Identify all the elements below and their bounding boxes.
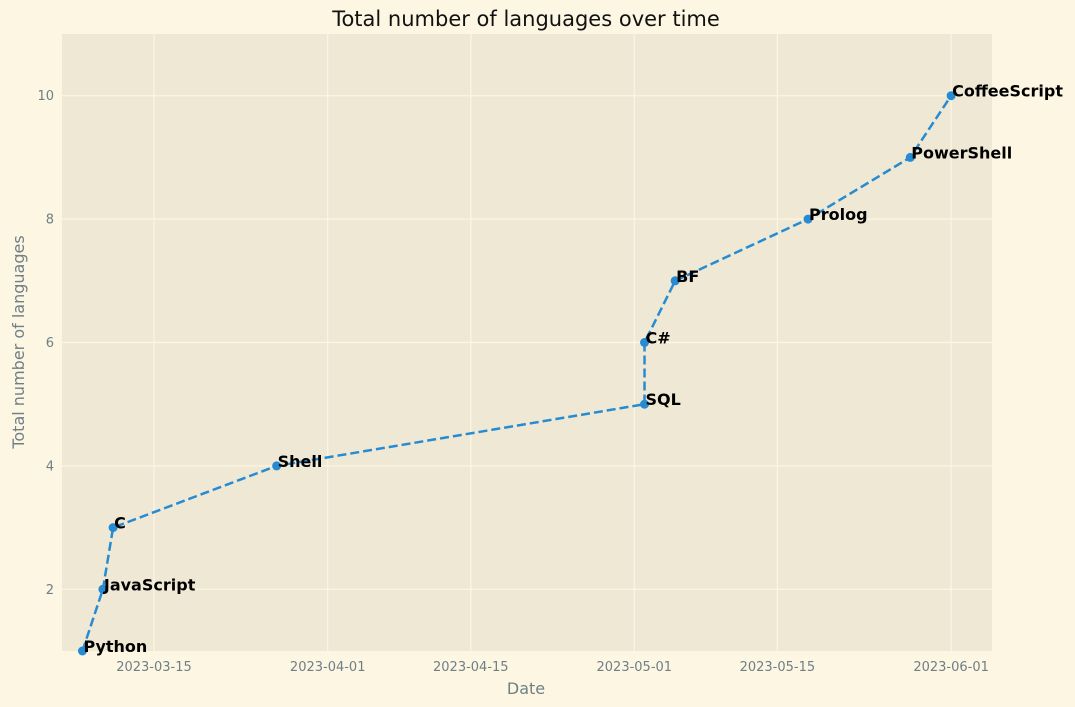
data-point-label: C — [114, 514, 126, 533]
data-point — [905, 152, 915, 162]
data-point — [946, 91, 956, 101]
y-axis-label: Total number of languages — [9, 235, 28, 449]
y-tick-label: 8 — [46, 213, 54, 228]
y-tick-label: 10 — [37, 89, 54, 104]
data-point-label: C# — [646, 329, 671, 348]
data-point — [803, 214, 813, 224]
x-tick-label: 2023-03-15 — [116, 660, 192, 675]
y-tick-label: 6 — [46, 336, 54, 351]
x-tick-label: 2023-06-01 — [913, 660, 989, 675]
data-point — [640, 338, 650, 347]
data-point-label: Python — [83, 637, 147, 656]
data-point — [272, 461, 282, 471]
data-point — [670, 276, 680, 286]
data-point-label: PowerShell — [911, 143, 1012, 162]
data-point — [108, 523, 118, 533]
data-point — [98, 584, 108, 594]
data-point-label: CoffeeScript — [952, 82, 1063, 101]
series-line — [81, 95, 953, 652]
data-point-label: JavaScript — [103, 575, 196, 594]
data-point-label: SQL — [646, 390, 681, 409]
x-tick-label: 2023-05-15 — [740, 660, 816, 675]
data-point-label: Shell — [278, 452, 323, 471]
chart-title: Total number of languages over time — [331, 7, 720, 31]
data-point — [77, 646, 87, 656]
x-tick-label: 2023-04-15 — [433, 660, 509, 675]
plot-area: 2023-03-15 2023-04-01 2023-04-15 2023-05-01… — [37, 34, 1063, 675]
y-tick-label: 4 — [46, 459, 54, 474]
data-point — [640, 399, 650, 409]
y-tick-label: 2 — [46, 583, 54, 598]
x-axis-label: Date — [507, 679, 545, 698]
x-tick-label: 2023-05-01 — [597, 660, 673, 675]
x-tick-label: 2023-04-01 — [290, 660, 366, 675]
data-point-label: Prolog — [809, 205, 868, 224]
data-point-label: BF — [676, 267, 699, 286]
